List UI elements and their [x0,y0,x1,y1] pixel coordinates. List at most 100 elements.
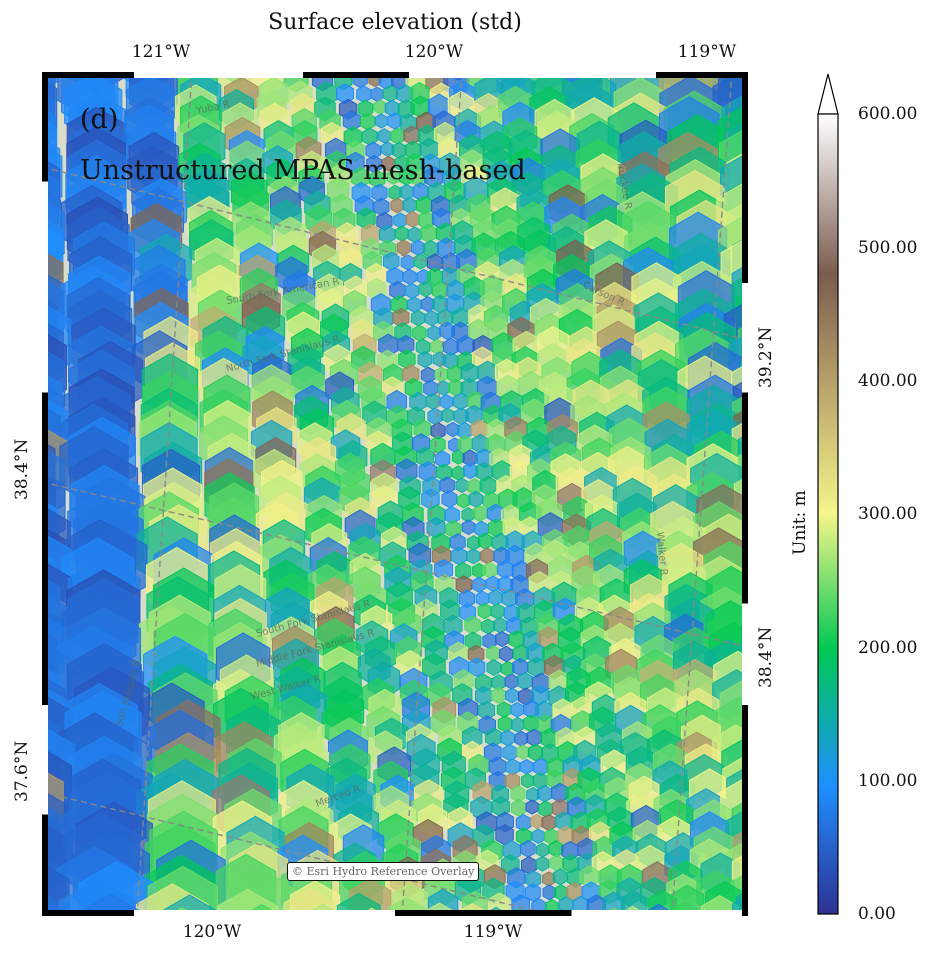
mesh-cell [373,197,390,217]
mesh-cell [387,112,402,130]
mesh-cell [377,128,391,144]
mesh-cell [402,268,417,286]
colorbar-tick-100: 100.00 [858,771,918,791]
colorbar-tick-0: 0.00 [858,904,896,924]
mesh-cell [505,687,519,704]
mesh-cell [488,589,503,606]
mesh-cell [370,86,384,102]
colorbar-tick-500: 500.00 [858,238,918,258]
colorbar [817,73,839,915]
mesh-cell [439,476,455,495]
mesh-cell [477,532,493,550]
right-tick-39-2n: 39.2°N [756,326,776,388]
mesh-cell [536,842,550,858]
mesh-cell [475,590,490,607]
mesh-cell [463,462,478,480]
mesh-cell [359,112,376,131]
mesh-cell [486,659,501,676]
mesh-cell [390,127,406,145]
mesh-cell [480,547,495,565]
mesh-cell [407,296,422,313]
mesh-cell [361,127,378,146]
mesh-cell [457,493,471,509]
mesh-cell [415,195,433,215]
mesh-cell [461,519,476,536]
mesh-cell [510,701,525,718]
mesh-cell [455,477,469,493]
mesh-cell [410,309,426,327]
mesh-cell [399,183,414,201]
mesh-cell [502,743,518,762]
mesh-cell [373,99,387,115]
bottom-tick-120w: 120°W [182,922,242,942]
mesh-cell [420,366,436,384]
mesh-cell [496,701,512,719]
mesh-cell [472,505,488,523]
mesh-cell [374,113,388,129]
mesh-cell [549,854,565,872]
mesh-cell [538,800,554,818]
left-tick-38-4n: 38.4°N [12,438,32,500]
mesh-cell [520,839,536,858]
bottom-tick-119w: 119°W [463,922,523,942]
mesh-cell [495,631,509,648]
colorbar-tick-600: 600.00 [858,104,918,124]
right-tick-38-4n: 38.4°N [756,626,776,688]
colorbar-tick-200: 200.00 [858,638,918,658]
mesh-cell [526,728,543,747]
mesh-cell [411,239,426,256]
mesh-cell [439,394,454,410]
mesh-cell [524,883,541,902]
mesh-cell [504,673,519,690]
mesh-cell [482,561,498,579]
mesh-cell [500,729,515,747]
basemap-river-label: Walker R [654,531,669,576]
mesh-cell [499,645,514,663]
mesh-cell [412,324,427,342]
mesh-cell [486,645,501,662]
mesh-cell [383,251,400,271]
mesh-cell [451,465,465,481]
mesh-cell [466,548,481,565]
mesh-cell [510,716,525,733]
mesh-cell [464,615,481,635]
mesh-cell [527,743,544,762]
mesh-cell [516,671,533,691]
mesh-cell [390,197,405,214]
mesh-cell [530,813,544,830]
frame-top-bar [42,72,748,78]
map-attribution: © Esri Hydro Reference Overlay [287,862,480,881]
top-tick-120w: 120°W [404,42,464,62]
mesh-cell [434,366,449,383]
mesh-cell [430,435,446,454]
mesh-cell [427,325,441,341]
mesh-cell [510,798,527,817]
mesh-cell [396,239,411,256]
mesh-cell [382,84,398,103]
top-tick-119w: 119°W [677,42,737,62]
mesh-cell [497,715,513,733]
colorbar-tick-300: 300.00 [858,504,918,524]
mesh-cell [417,350,433,368]
mesh-cell [541,813,557,832]
mesh-cell [471,576,486,593]
frame-left-bar [42,72,48,916]
mesh-cell [479,475,497,496]
mesh-cell [418,280,433,298]
colorbar-label: Unit: m [790,490,810,555]
frame-right-bar [742,72,748,916]
mesh-cell [420,223,437,243]
mesh-cell [356,85,372,103]
mesh-cell [393,212,408,229]
mesh-cell [535,855,550,872]
mesh-cell [468,490,484,508]
mesh-cell [481,618,496,635]
mesh-cell [491,686,506,704]
map-panel[interactable]: Yuba R South Fork American R North Fork St… [42,72,748,916]
mesh-cell [523,714,539,733]
figure-title: Surface elevation (std) [268,10,522,35]
mesh-cell [490,603,505,620]
mesh-cell [516,744,530,760]
mesh-cell [493,617,508,634]
top-tick-121w: 121°W [131,42,191,62]
